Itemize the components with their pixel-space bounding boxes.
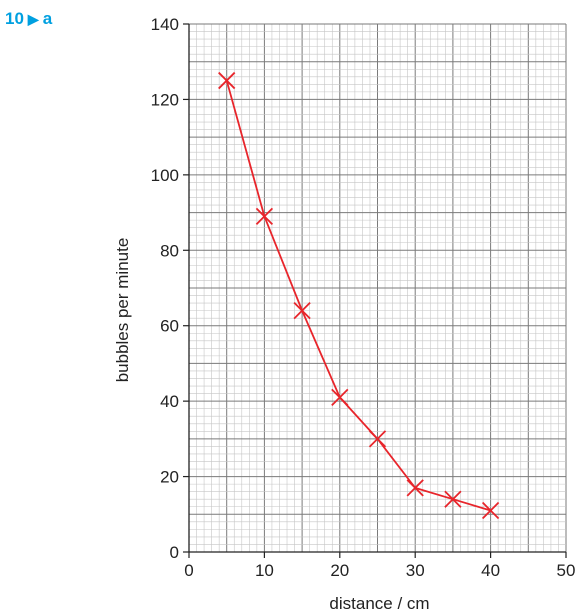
data-point-x-marker [218,71,236,90]
grid [188,23,567,553]
tick-labels: 0 10 20 30 40 50 0 20 40 60 80 100 120 140 [151,15,576,580]
marker-stroke [444,490,462,508]
x-tick-label: 10 [255,561,274,580]
marker-stroke [218,71,236,90]
marker-stroke [481,501,500,520]
series [218,71,500,520]
data-point-x-marker [293,301,311,320]
play-arrow-icon: ▶ [27,11,39,27]
y-tick-label: 40 [160,392,179,411]
x-axis-label: distance / cm [329,594,429,613]
data-point-x-marker [368,430,387,448]
data-point-x-marker [481,501,500,520]
x-tick-label: 40 [481,561,500,580]
question-number: 10 ▶ a [5,9,52,29]
x-tick-label: 30 [406,561,425,580]
y-tick-label: 80 [160,241,179,260]
x-tick-label: 20 [330,561,349,580]
y-axis-label: bubbles per minute [113,238,132,383]
y-tick-label: 100 [151,166,179,185]
y-tick-label: 20 [160,468,179,487]
data-point-x-marker [255,207,274,225]
data-point-x-marker [406,479,424,497]
axes [183,23,567,558]
question-number-text: 10 [5,9,24,28]
y-tick-label: 120 [151,90,179,109]
y-tick-label: 60 [160,317,179,336]
marker-stroke [406,479,424,497]
x-tick-label: 50 [557,561,576,580]
marker-stroke [255,207,274,225]
marker-stroke [368,430,387,448]
x-tick-label: 0 [184,561,193,580]
data-point-x-marker [331,388,349,407]
series-line [225,80,491,512]
y-tick-label: 0 [170,543,179,562]
marker-stroke [293,301,311,320]
marker-stroke [331,388,349,407]
data-point-x-marker [444,490,462,508]
question-part-text: a [42,9,53,28]
y-tick-label: 140 [151,15,179,34]
